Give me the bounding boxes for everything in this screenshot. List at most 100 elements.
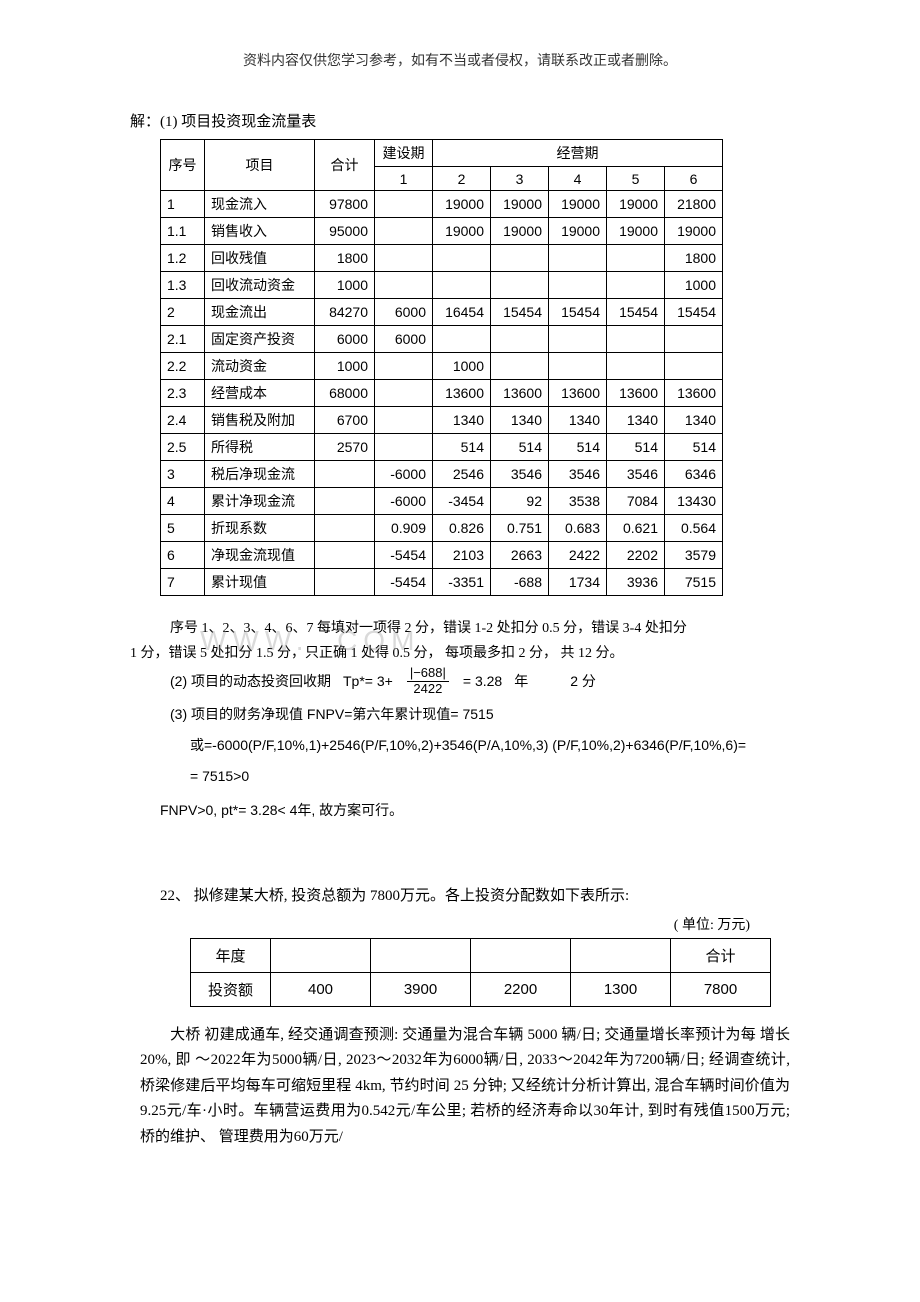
q22-title: 22、 拟修建某大桥, 投资总额为 7800万元。各上投资分配数如下表所示: [160,883,790,910]
table-cell: 13600 [607,380,665,407]
formula2-label: (2) 项目的动态投资回收期 [170,669,331,694]
table-cell: 1800 [315,245,375,272]
table-cell: 固定资产投资 [205,326,315,353]
formula3-line2: 或=-6000(P/F,10%,1)+2546(P/F,10%,2)+3546(… [190,733,820,758]
inv-r2c2: 400 [271,972,371,1006]
table-cell: 19000 [433,218,491,245]
table-cell: 6000 [375,326,433,353]
table-cell: 4 [161,488,205,515]
formula2-tp: Tp*= 3+ [343,669,393,694]
table-cell: 回收流动资金 [205,272,315,299]
q22-unit: ( 单位: 万元) [100,914,750,934]
table-cell: 514 [433,434,491,461]
inv-r1c4 [471,938,571,972]
th-p5: 5 [607,167,665,191]
table-cell: 5 [161,515,205,542]
paragraph-text: 大桥 初建成通车, 经交通调查预测: 交通量为混合车辆 5000 辆/日; 交通… [140,1027,790,1145]
inv-r1c3 [371,938,471,972]
table-cell: 19000 [549,191,607,218]
th-oper: 经营期 [433,140,723,167]
table-cell: 3546 [549,461,607,488]
table-cell: 13600 [549,380,607,407]
table-cell: 6000 [315,326,375,353]
table-row: 6净现金流现值-545421032663242222023579 [161,542,723,569]
table-cell [375,245,433,272]
formula3-label: (3) 项目的财务净现值 FNPV=第六年累计现值= 7515 [170,702,820,727]
table-cell: 3579 [665,542,723,569]
table-cell: -3351 [433,569,491,596]
table-cell: 3538 [549,488,607,515]
table-cell [315,542,375,569]
table-cell [491,272,549,299]
table-cell: 1.1 [161,218,205,245]
table-cell: 7084 [607,488,665,515]
table-cell: -6000 [375,488,433,515]
table-cell: -5454 [375,569,433,596]
grading-note: 序号 1、2、3、4、6、7 每填对一项得 2 分，错误 1-2 处扣分 0.5… [170,616,790,641]
table-row: 1.2回收残值18001800 [161,245,723,272]
table-cell: 19000 [549,218,607,245]
table-cell: 2.2 [161,353,205,380]
table-cell: 0.751 [491,515,549,542]
grading-line2: 1 分，错误 5 处扣分 1.5 分，只正确 1 处得 0.5 分， 每项最多扣… [130,641,820,666]
table-row: 7累计现值-5454-3351-688173439367515 [161,569,723,596]
table-cell: -3454 [433,488,491,515]
table-cell [375,272,433,299]
table-cell: 1340 [665,407,723,434]
th-seq: 序号 [161,140,205,191]
table-cell [665,326,723,353]
table-cell: 3936 [607,569,665,596]
table-cell [491,353,549,380]
th-item: 项目 [205,140,315,191]
th-build: 建设期 [375,140,433,167]
table-cell [549,353,607,380]
table-cell: 折现系数 [205,515,315,542]
section1-title: 解：(1) 项目投资现金流量表 [130,110,820,131]
table-cell: 1734 [549,569,607,596]
table-cell: 1000 [315,272,375,299]
table-cell: 1.3 [161,272,205,299]
table-cell: 1340 [549,407,607,434]
table-cell: 2663 [491,542,549,569]
table-cell [491,245,549,272]
table-row: 2.1固定资产投资60006000 [161,326,723,353]
table-cell: 0.826 [433,515,491,542]
table-cell: 2103 [433,542,491,569]
table-cell: 15454 [607,299,665,326]
table-cell: 15454 [491,299,549,326]
table-cell: 1000 [433,353,491,380]
table-cell: 3 [161,461,205,488]
table-cell: 68000 [315,380,375,407]
table-cell: 流动资金 [205,353,315,380]
table-cell [375,407,433,434]
table-cell: 1800 [665,245,723,272]
table-cell: 现金流入 [205,191,315,218]
table-cell [315,569,375,596]
table-cell: 税后净现金流 [205,461,315,488]
table-row: 2.2流动资金10001000 [161,353,723,380]
invest-table: 年度 合计 投资额 400 3900 2200 1300 7800 [190,938,771,1007]
formula2-score: 2 分 [570,669,596,694]
table-cell: 2.1 [161,326,205,353]
table-cell: 13600 [665,380,723,407]
header-note: 资料内容仅供您学习参考，如有不当或者侵权，请联系改正或者删除。 [100,50,820,70]
table-cell: 6 [161,542,205,569]
inv-r1c2 [271,938,371,972]
th-p4: 4 [549,167,607,191]
table-cell: 514 [491,434,549,461]
table-cell [375,380,433,407]
table-cell: 0.621 [607,515,665,542]
table-cell: 1000 [315,353,375,380]
table-cell: 1340 [491,407,549,434]
table-cell: 3546 [491,461,549,488]
table-cell [549,272,607,299]
table-row: 2现金流出8427060001645415454154541545415454 [161,299,723,326]
table-cell: 2 [161,299,205,326]
table-cell: 514 [549,434,607,461]
table-cell: 6700 [315,407,375,434]
table-cell: 13430 [665,488,723,515]
table-cell: 3546 [607,461,665,488]
table-cell [607,353,665,380]
table-cell: 15454 [665,299,723,326]
table-cell [315,461,375,488]
